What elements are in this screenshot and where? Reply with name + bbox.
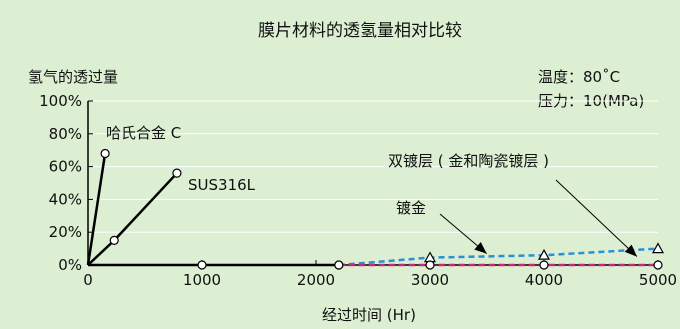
annotation-arrowhead-gold [474, 242, 487, 254]
y-tick-label-0: 0% [58, 256, 82, 274]
annotation-double-coating: 双镀层 ( 金和陶瓷镀层 ) [388, 152, 549, 170]
x-tick-label-3000: 3000 [411, 271, 449, 289]
x-tick-label-2000: 2000 [297, 271, 335, 289]
condition-temperature: 温度：80˚C [538, 68, 620, 86]
series-1-marker-1 [109, 235, 119, 245]
x-tick-label-4000: 4000 [525, 271, 563, 289]
y-tick-label-100: 100% [39, 92, 82, 110]
series-2-marker-1 [197, 260, 207, 270]
x-tick-label-1000: 1000 [183, 271, 221, 289]
annotation-hastelloy: 哈氏合金 C [106, 124, 181, 142]
y-tick-label-20: 20% [49, 223, 82, 241]
annotation-sus316l: SUS316L [188, 176, 256, 194]
y-tick-label-60: 60% [49, 158, 82, 176]
annotation-arrowhead-double [624, 244, 637, 257]
series-4-marker-2 [539, 260, 549, 270]
series-4-marker-0 [334, 260, 344, 270]
x-tick-label-0: 0 [83, 271, 93, 289]
x-axis-label: 经过时间 (Hr) [322, 306, 416, 324]
y-tick-label-40: 40% [49, 190, 82, 208]
y-tick-label-80: 80% [49, 125, 82, 143]
series-line-0 [86, 153, 107, 266]
series-0-marker-1 [100, 148, 110, 159]
series-3-marker-3 [651, 242, 665, 254]
annotation-arrow-double [555, 179, 638, 257]
series-4-marker-1 [425, 260, 435, 270]
series-line-1 [87, 172, 178, 266]
series-line-3 [338, 247, 659, 267]
series-1-marker-2 [172, 168, 182, 178]
series-3-marker-2 [537, 248, 551, 260]
series-4-marker-3 [653, 260, 663, 270]
x-tick-label-5000: 5000 [639, 271, 677, 289]
chart-title: 膜片材料的透氢量相对比较 [258, 21, 462, 41]
y-axis-label: 氢气的透过量 [28, 68, 118, 86]
annotation-gold: 镀金 [396, 199, 426, 217]
